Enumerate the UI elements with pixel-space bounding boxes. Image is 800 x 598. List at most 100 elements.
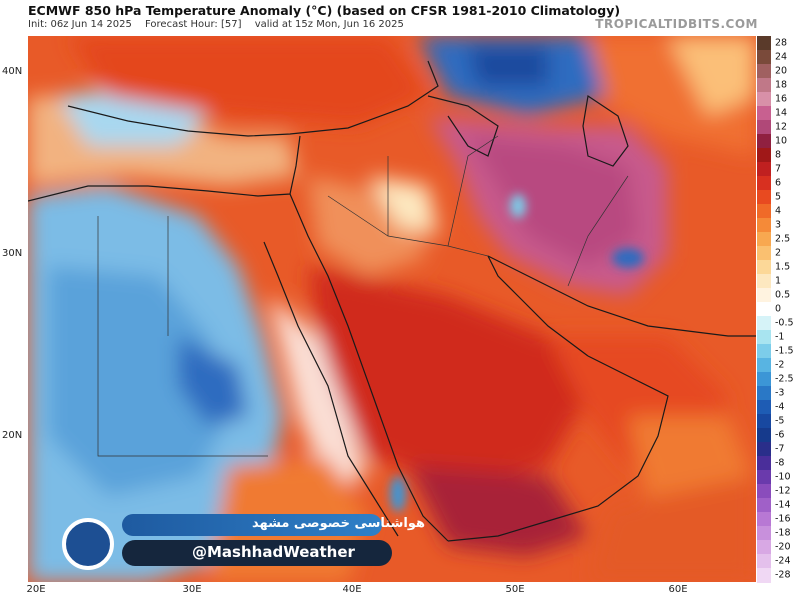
- colorbar-label: -10: [775, 471, 791, 483]
- colorbar-label: 8: [775, 149, 782, 161]
- colorbar-segment: [757, 36, 771, 51]
- colorbar-segment: [757, 554, 771, 569]
- coastlines: [28, 60, 756, 542]
- colorbar-label: -4: [775, 401, 785, 413]
- lat-label-40n: 40N: [2, 66, 23, 77]
- colorbar-label: -18: [775, 527, 791, 539]
- colorbar-label: -8: [775, 457, 785, 469]
- lon-label-40e: 40E: [342, 584, 362, 595]
- colorbar-label: -2: [775, 359, 785, 371]
- colorbar-label: -28: [775, 569, 791, 581]
- colorbar-label: 0: [775, 303, 782, 315]
- colorbar-label: -6: [775, 429, 785, 441]
- watermark-persian-text: هواشناسی خصوصی مشهد: [252, 516, 425, 531]
- colorbar-label: 4: [775, 205, 782, 217]
- colorbar-segment: [757, 442, 771, 457]
- watermark-banner-top: [122, 514, 382, 536]
- colorbar-segment: [757, 498, 771, 513]
- colorbar-label: 20: [775, 65, 788, 77]
- colorbar-segment: [757, 540, 771, 555]
- colorbar-segment: [757, 232, 771, 247]
- colorbar-label: -16: [775, 513, 791, 525]
- colorbar-label: -20: [775, 541, 791, 553]
- forecast-hour: Forecast Hour: [57]: [145, 19, 242, 30]
- lat-label-30n: 30N: [2, 248, 23, 259]
- lon-label-60e: 60E: [668, 584, 688, 595]
- colorbar-label: 1.5: [775, 261, 791, 273]
- colorbar-segment: [757, 526, 771, 541]
- colorbar-label: 2.5: [775, 233, 791, 245]
- colorbar-segment: [757, 414, 771, 429]
- colorbar-segment: [757, 218, 771, 233]
- colorbar-segment: [757, 358, 771, 373]
- colorbar-label: 6: [775, 177, 782, 189]
- map-title: ECMWF 850 hPa Temperature Anomaly (°C) (…: [28, 3, 621, 18]
- colorbar-segment: [757, 148, 771, 163]
- colorbar-label: -7: [775, 443, 785, 455]
- colorbar-segment: [757, 64, 771, 79]
- colorbar-segment: [757, 484, 771, 499]
- colorbar-segment: [757, 106, 771, 121]
- watermark-handle: @MashhadWeather: [192, 543, 355, 561]
- colorbar-segment: [757, 92, 771, 107]
- colorbar-segment: [757, 260, 771, 275]
- colorbar-label: 14: [775, 107, 788, 119]
- colorbar-label: 24: [775, 51, 788, 63]
- lon-labels: 20E 30E 40E 50E 60E: [0, 584, 760, 598]
- lon-label-20e: 20E: [26, 584, 46, 595]
- colorbar-label: 2: [775, 247, 782, 259]
- colorbar-label: 3: [775, 219, 782, 231]
- colorbar-segment: [757, 288, 771, 303]
- colorbar-segment: [757, 400, 771, 415]
- colorbar-segment: [757, 204, 771, 219]
- colorbar-segment: [757, 50, 771, 65]
- colorbar-label: 28: [775, 37, 788, 49]
- colorbar-label: -5: [775, 415, 785, 427]
- colorbar-segment: [757, 120, 771, 135]
- colorbar-segment: [757, 162, 771, 177]
- colorbar-label: -24: [775, 555, 791, 567]
- valid-time: valid at 15z Mon, Jun 16 2025: [254, 19, 404, 30]
- colorbar-segment: [757, 274, 771, 289]
- borders: [97, 135, 629, 457]
- anomaly-map: [28, 36, 756, 582]
- colorbar-label: -1: [775, 331, 785, 343]
- lon-label-50e: 50E: [505, 584, 525, 595]
- colorbar-segment: [757, 344, 771, 359]
- colorbar-segment: [757, 470, 771, 485]
- colorbar-label: 18: [775, 79, 788, 91]
- colorbar-segment: [757, 190, 771, 205]
- lon-label-30e: 30E: [182, 584, 202, 595]
- colorbar-segment: [757, 134, 771, 149]
- colorbar-segment: [757, 372, 771, 387]
- colorbar-label: 10: [775, 135, 788, 147]
- colorbar-label: 1: [775, 275, 782, 287]
- colorbar-segment: [757, 302, 771, 317]
- colorbar-segment: [757, 330, 771, 345]
- lat-label-20n: 20N: [2, 430, 23, 441]
- colorbar-segment: [757, 568, 771, 583]
- colorbar: 28 24 20 18 16 14 12 10 8 7 6 5 4 3 2.5 2 1.5 1 0.5 0 -0.5 -1…: [757, 36, 800, 583]
- colorbar-label: 7: [775, 163, 782, 175]
- colorbar-label: -3: [775, 387, 785, 399]
- colorbar-segment: [757, 316, 771, 331]
- colorbar-label: -0.5: [775, 317, 794, 329]
- colorbar-segment: [757, 456, 771, 471]
- colorbar-segment: [757, 512, 771, 527]
- colorbar-segment: [757, 246, 771, 261]
- colorbar-label: -14: [775, 499, 791, 511]
- colorbar-segment: [757, 176, 771, 191]
- channel-logo-icon: [62, 518, 114, 570]
- colorbar-label: 5: [775, 191, 782, 203]
- colorbar-segment: [757, 428, 771, 443]
- brand-label: TROPICALTIDBITS.COM: [595, 17, 758, 31]
- colorbar-segment: [757, 386, 771, 401]
- colorbar-label: -1.5: [775, 345, 794, 357]
- colorbar-segment: [757, 78, 771, 93]
- colorbar-label: 16: [775, 93, 788, 105]
- anomaly-field: [28, 36, 756, 582]
- colorbar-label: 12: [775, 121, 788, 133]
- init-time: Init: 06z Jun 14 2025: [28, 19, 132, 30]
- map-subtitle: Init: 06z Jun 14 2025 Forecast Hour: [57…: [28, 19, 414, 30]
- watermark-banner-bottom: [122, 540, 392, 566]
